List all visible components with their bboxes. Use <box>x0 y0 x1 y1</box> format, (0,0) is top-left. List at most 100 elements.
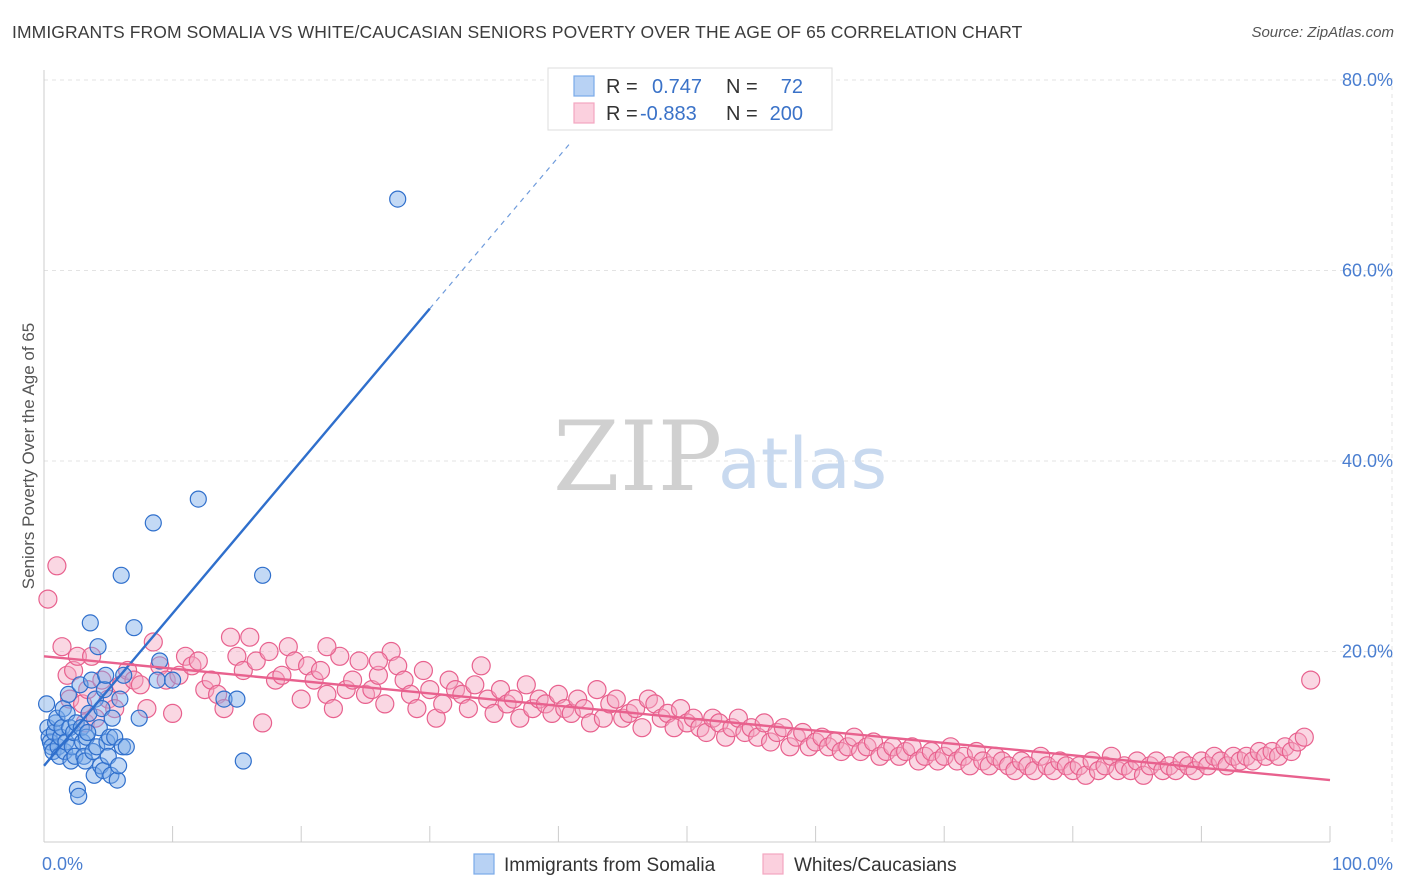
point-whites-caucasians <box>465 675 485 695</box>
point-whites-caucasians <box>349 651 369 671</box>
x-tick-label-min: 0.0% <box>42 854 83 874</box>
watermark-zip: ZIP <box>553 401 722 513</box>
point-whites-caucasians <box>760 732 781 752</box>
point-immigrants-from-somalia <box>148 671 166 689</box>
point-whites-caucasians <box>368 651 388 671</box>
point-whites-caucasians <box>516 675 536 695</box>
point-whites-caucasians <box>323 698 343 719</box>
stats-legend: R = 0.747 N = 72 R = -0.883 N = 200 <box>547 67 833 131</box>
point-whites-caucasians <box>246 651 266 671</box>
legend-r-label-2: R = <box>606 103 638 125</box>
point-immigrants-from-somalia <box>48 709 66 727</box>
series-legend: Immigrants from Somalia Whites/Caucasian… <box>473 853 957 876</box>
bottom-legend-swatch-whites <box>762 853 784 875</box>
point-whites-caucasians <box>272 665 292 685</box>
point-immigrants-from-somalia <box>111 690 129 708</box>
point-whites-caucasians <box>1294 727 1314 747</box>
bottom-legend-label-somalia: Immigrants from Somalia <box>504 855 716 876</box>
chart-title: IMMIGRANTS FROM SOMALIA VS WHITE/CAUCASI… <box>12 22 1023 42</box>
point-immigrants-from-somalia <box>228 690 246 708</box>
point-whites-caucasians <box>259 641 279 662</box>
point-whites-caucasians <box>1076 765 1096 785</box>
point-immigrants-from-somalia <box>95 680 114 699</box>
point-whites-caucasians <box>561 703 581 724</box>
point-whites-caucasians <box>304 670 324 690</box>
point-immigrants-from-somalia <box>70 787 88 805</box>
legend-r-value-1: 0.747 <box>652 76 702 98</box>
point-whites-caucasians <box>310 660 331 681</box>
point-immigrants-from-somalia <box>125 619 143 637</box>
point-immigrants-from-somalia <box>79 723 97 742</box>
y-axis-label: Seniors Poverty Over the Age of 65 <box>19 323 38 589</box>
point-whites-caucasians <box>253 713 273 733</box>
point-whites-caucasians <box>388 656 408 676</box>
point-immigrants-from-somalia <box>113 738 132 756</box>
point-whites-caucasians <box>426 708 446 728</box>
point-whites-caucasians <box>1101 746 1122 766</box>
point-immigrants-from-somalia <box>85 766 103 784</box>
point-whites-caucasians <box>484 703 504 724</box>
point-whites-caucasians <box>38 589 58 609</box>
y-tick-label: 20.0% <box>1342 642 1393 662</box>
point-immigrants-from-somalia <box>234 752 252 770</box>
point-immigrants-from-somalia <box>37 695 56 713</box>
point-whites-caucasians <box>375 694 395 714</box>
point-whites-caucasians <box>291 689 311 709</box>
point-immigrants-from-somalia <box>389 190 407 208</box>
x-tick-label-max: 100.0% <box>1332 854 1393 874</box>
point-whites-caucasians <box>163 703 183 724</box>
y-tick-label: 60.0% <box>1342 261 1393 281</box>
point-immigrants-from-somalia <box>89 638 107 656</box>
point-whites-caucasians <box>632 718 652 738</box>
bottom-legend-label-whites: Whites/Caucasians <box>794 855 957 876</box>
point-whites-caucasians <box>838 737 858 757</box>
point-whites-caucasians <box>105 698 125 719</box>
y-tick-label: 40.0% <box>1342 451 1393 471</box>
point-whites-caucasians <box>503 689 524 709</box>
point-whites-caucasians <box>381 641 401 662</box>
point-whites-caucasians <box>1281 741 1302 762</box>
point-immigrants-from-somalia <box>66 747 84 765</box>
point-whites-caucasians <box>548 684 569 705</box>
point-whites-caucasians <box>317 684 337 705</box>
point-immigrants-from-somalia <box>88 738 106 756</box>
trend-line-somalia <box>43 307 431 767</box>
point-immigrants-from-somalia <box>109 757 128 775</box>
point-whites-caucasians <box>317 637 337 657</box>
point-immigrants-from-somalia <box>151 652 169 670</box>
bottom-legend-swatch-somalia <box>473 853 495 875</box>
point-whites-caucasians <box>510 708 530 728</box>
y-tick-labels: 20.0% 40.0% 60.0% 80.0% <box>1342 70 1393 662</box>
point-whites-caucasians <box>1301 670 1321 690</box>
point-immigrants-from-somalia <box>112 566 130 584</box>
point-immigrants-from-somalia <box>144 514 162 532</box>
grid-lines <box>44 78 1393 842</box>
point-whites-caucasians <box>587 679 607 700</box>
point-whites-caucasians <box>156 670 176 690</box>
point-whites-caucasians <box>143 632 163 652</box>
watermark-atlas: atlas <box>718 423 887 505</box>
point-whites-caucasians <box>439 670 459 690</box>
point-immigrants-from-somalia <box>189 490 207 508</box>
legend-r-label-1: R = <box>606 76 638 98</box>
point-immigrants-from-somalia <box>115 666 133 684</box>
point-whites-caucasians <box>47 556 67 576</box>
point-whites-caucasians <box>400 684 421 705</box>
point-whites-caucasians <box>394 670 414 690</box>
legend-swatch-somalia <box>573 75 595 97</box>
point-whites-caucasians <box>715 727 736 747</box>
point-whites-caucasians <box>220 627 241 647</box>
point-immigrants-from-somalia <box>67 714 85 732</box>
point-whites-caucasians <box>407 698 427 719</box>
legend-n-value-1: 72 <box>781 76 803 98</box>
trend-line-somalia-extension <box>429 141 572 309</box>
point-whites-caucasians <box>433 694 453 714</box>
point-whites-caucasians <box>240 627 260 647</box>
point-whites-caucasians <box>201 670 221 690</box>
point-whites-caucasians <box>368 665 388 685</box>
point-whites-caucasians <box>1268 746 1289 766</box>
point-whites-caucasians <box>452 684 472 705</box>
trend-lines <box>43 141 1331 782</box>
series-whites-caucasians <box>38 556 1321 785</box>
